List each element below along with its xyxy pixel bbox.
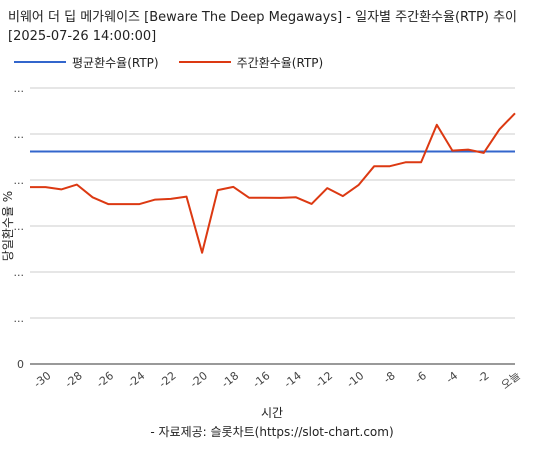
y-tick-label: ... xyxy=(14,220,25,233)
series-line-weekly xyxy=(30,112,516,254)
source-credit: - 자료제공: 슬롯차트(https://slot-chart.com) xyxy=(150,425,394,439)
x-tick-label: -2 xyxy=(475,369,492,386)
x-tick-label: -8 xyxy=(381,369,398,386)
legend-label-avg: 평균환수율(RTP) xyxy=(72,55,159,70)
legend: 평균환수율(RTP) 주간환수율(RTP) xyxy=(14,52,343,72)
x-tick-label: -30 xyxy=(31,369,53,390)
y-tick-label: 0 xyxy=(17,358,24,371)
x-tick-label: -18 xyxy=(219,369,241,390)
x-axis-title: 시간 xyxy=(260,406,284,420)
y-tick-label: ... xyxy=(14,128,25,141)
x-tick-label: -24 xyxy=(125,369,147,390)
x-tick-label: -16 xyxy=(250,369,272,390)
x-tick-label: -26 xyxy=(94,369,116,390)
chart-title: 비웨어 더 딥 메가웨이즈 [Beware The Deep Megaways]… xyxy=(8,10,518,44)
x-tick-label: 오늘 xyxy=(499,369,523,392)
x-tick-label: -20 xyxy=(188,369,210,390)
legend-item-weekly: 주간환수율(RTP) xyxy=(178,54,324,71)
y-tick-label: ... xyxy=(14,82,25,95)
x-tick-label: -14 xyxy=(282,369,304,390)
y-axis-title: 당일환수율 % xyxy=(1,191,15,261)
legend-label-weekly: 주간환수율(RTP) xyxy=(236,55,324,70)
x-tick-label: -28 xyxy=(63,369,85,390)
legend-item-avg: 평균환수율(RTP) xyxy=(14,54,159,71)
x-tick-label: -4 xyxy=(444,369,461,386)
x-tick-label: -12 xyxy=(313,369,335,390)
x-tick-label: -10 xyxy=(344,369,366,390)
y-tick-label: ... xyxy=(14,266,25,279)
legend-swatch-avg xyxy=(14,61,66,63)
x-tick-label: -22 xyxy=(156,369,178,390)
legend-swatch-weekly xyxy=(178,61,231,63)
y-tick-label: ... xyxy=(14,174,25,187)
y-tick-label: ... xyxy=(14,312,25,325)
x-tick-label: -6 xyxy=(412,369,429,386)
